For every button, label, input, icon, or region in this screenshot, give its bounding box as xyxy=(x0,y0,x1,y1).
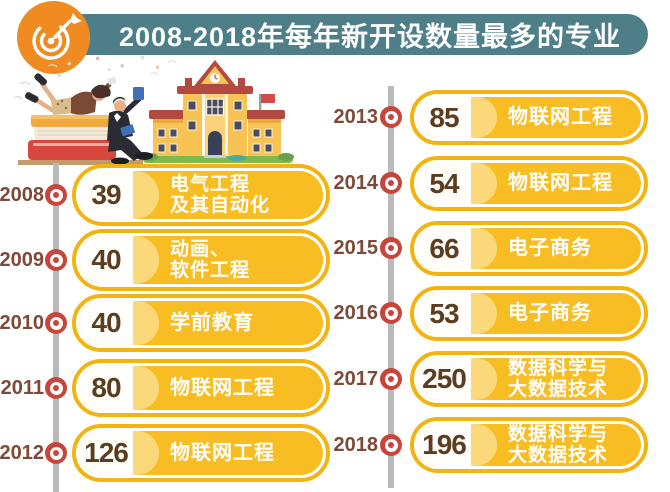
count-value: 66 xyxy=(417,228,471,269)
pill-curl-decor xyxy=(133,236,159,284)
timeline-row-2014: 2014 54 物联网工程 xyxy=(333,156,650,211)
page-title: 2008-2018年每年新开设数量最多的专业 xyxy=(118,22,622,52)
pill-curl-decor xyxy=(133,366,159,410)
timeline-row-2015: 2015 66 电子商务 xyxy=(333,221,650,276)
pill-curl-decor xyxy=(471,228,497,269)
target-dart-icon xyxy=(17,1,90,74)
major-label: 动画、 软件工程 xyxy=(170,238,251,281)
timeline-row-2008: 2008 39 电气工程 及其自动化 xyxy=(0,164,332,226)
timeline-marker xyxy=(45,377,67,399)
major-label: 物联网工程 xyxy=(170,376,275,399)
value-pill: 250 数据科学与 大数据技术 xyxy=(410,351,648,407)
pill-curl-decor xyxy=(471,358,497,400)
timeline-row-2009: 2009 40 动画、 软件工程 xyxy=(0,229,332,291)
count-value: 80 xyxy=(79,366,133,410)
pill-curl-decor xyxy=(133,301,159,345)
timeline-row-2011: 2011 80 物联网工程 xyxy=(0,359,332,417)
pill-curl-decor xyxy=(133,171,159,219)
major-label: 物联网工程 xyxy=(508,172,613,195)
value-pill: 53 电子商务 xyxy=(410,286,648,341)
major-label: 学前教育 xyxy=(170,311,254,334)
major-label: 物联网工程 xyxy=(170,441,275,464)
major-label: 电气工程 及其自动化 xyxy=(170,173,271,216)
count-value: 250 xyxy=(417,358,471,400)
value-pill: 40 学前教育 xyxy=(72,294,330,352)
pill-curl-decor xyxy=(471,163,497,204)
timeline-marker xyxy=(380,302,402,324)
year-label: 2016 xyxy=(333,302,379,324)
timeline-line-right xyxy=(388,86,394,488)
student-figures-illustration xyxy=(24,73,153,165)
pill-curl-decor xyxy=(471,97,497,138)
school-building-illustration xyxy=(142,60,294,163)
major-label: 物联网工程 xyxy=(508,106,613,129)
count-value: 40 xyxy=(79,236,133,284)
major-label: 电子商务 xyxy=(508,302,592,325)
books-stack-illustration xyxy=(18,115,143,165)
value-pill: 126 物联网工程 xyxy=(72,424,330,482)
value-pill: 196 数据科学与 大数据技术 xyxy=(410,417,648,473)
timeline-marker xyxy=(45,249,67,271)
timeline-marker xyxy=(380,434,402,456)
timeline-marker xyxy=(45,184,67,206)
count-value: 53 xyxy=(417,293,471,334)
major-label: 电子商务 xyxy=(508,237,592,260)
count-value: 39 xyxy=(79,171,133,219)
confetti-specks xyxy=(13,55,177,100)
value-pill: 54 物联网工程 xyxy=(410,156,648,211)
year-label: 2012 xyxy=(0,441,44,464)
year-label: 2008 xyxy=(0,183,44,206)
year-label: 2018 xyxy=(333,433,379,456)
year-label: 2017 xyxy=(333,367,379,390)
timeline-row-2013: 2013 85 物联网工程 xyxy=(333,90,650,145)
timeline-marker xyxy=(380,172,402,194)
timeline-row-2016: 2016 53 电子商务 xyxy=(333,286,650,341)
timeline-row-2012: 2012 126 物联网工程 xyxy=(0,424,332,482)
timeline-marker xyxy=(380,237,402,259)
dartboard-glyph xyxy=(31,12,82,60)
major-label: 数据科学与 大数据技术 xyxy=(508,424,609,466)
timeline-row-2018: 2018 196 数据科学与 大数据技术 xyxy=(333,417,650,473)
count-value: 40 xyxy=(79,301,133,345)
value-pill: 40 动画、 软件工程 xyxy=(72,229,330,291)
campus-illustration xyxy=(13,55,294,165)
count-value: 54 xyxy=(417,163,471,204)
timeline-marker xyxy=(45,442,67,464)
pill-curl-decor xyxy=(471,424,497,466)
year-label: 2014 xyxy=(333,172,379,194)
timeline-row-2017: 2017 250 数据科学与 大数据技术 xyxy=(333,351,650,407)
year-label: 2011 xyxy=(0,376,44,399)
major-label: 数据科学与 大数据技术 xyxy=(508,358,609,400)
timeline-row-2010: 2010 40 学前教育 xyxy=(0,294,332,352)
year-label: 2010 xyxy=(0,311,44,334)
year-label: 2015 xyxy=(333,237,379,259)
value-pill: 80 物联网工程 xyxy=(72,359,330,417)
timeline-marker xyxy=(45,312,67,334)
count-value: 126 xyxy=(79,431,133,475)
timeline-marker xyxy=(380,106,402,128)
timeline-marker xyxy=(380,368,402,390)
value-pill: 66 电子商务 xyxy=(410,221,648,276)
pill-curl-decor xyxy=(133,431,159,475)
title-banner: 2008-2018年每年新开设数量最多的专业 xyxy=(30,14,648,55)
value-pill: 39 电气工程 及其自动化 xyxy=(72,164,330,226)
year-label: 2009 xyxy=(0,248,44,271)
count-value: 85 xyxy=(417,97,471,138)
value-pill: 85 物联网工程 xyxy=(410,90,648,145)
pill-curl-decor xyxy=(471,293,497,334)
count-value: 196 xyxy=(417,424,471,466)
year-label: 2013 xyxy=(333,106,379,128)
